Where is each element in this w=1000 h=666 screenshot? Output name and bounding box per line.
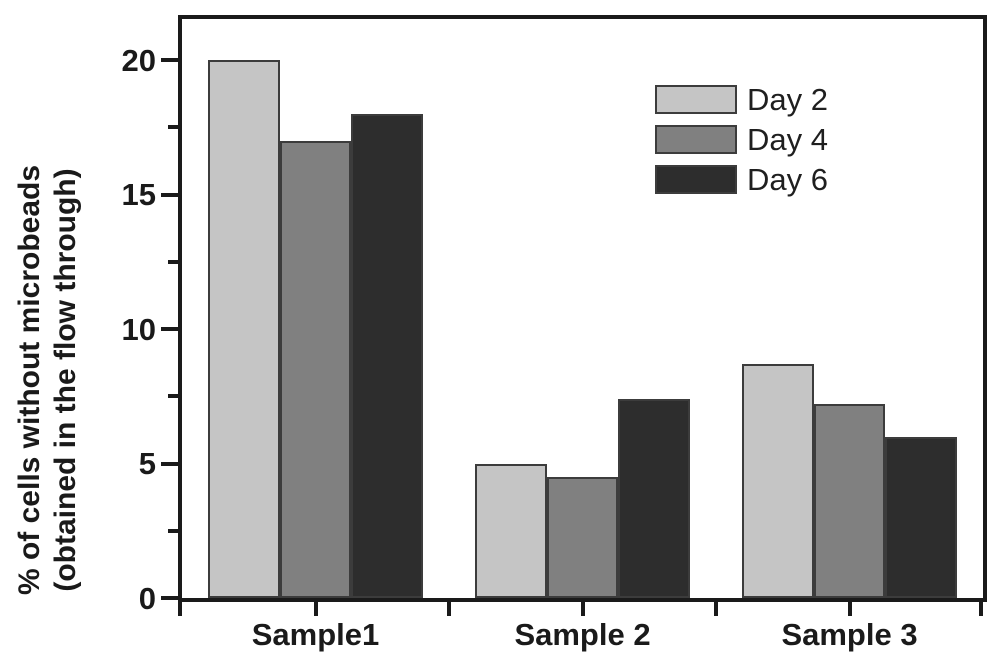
y-axis-title-line2: (obtained in the flow through): [49, 168, 82, 592]
y-axis-minor-tick: [168, 394, 178, 399]
bar-sample1-day-2: [208, 60, 280, 598]
legend-label-day-2: Day 2: [747, 82, 828, 117]
x-axis-tick: [979, 602, 983, 616]
y-axis-major-tick: [161, 461, 178, 466]
bar-sample-2-day-6: [618, 398, 690, 598]
y-axis-minor-tick: [168, 528, 178, 533]
x-axis-category-label: Sample 3: [781, 617, 918, 652]
x-axis-tick: [847, 602, 852, 616]
bar-sample-3-day-2: [742, 363, 814, 598]
x-axis-tick: [313, 602, 318, 616]
x-axis-category-label: Sample1: [251, 617, 380, 652]
y-axis-tick-label: 0: [138, 580, 156, 616]
x-axis-tick: [447, 602, 451, 616]
y-axis-title: % of cells without microbeads (obtained …: [12, 160, 84, 600]
bar-sample-3-day-4: [813, 404, 886, 598]
bar-sample-2-day-2: [475, 463, 547, 598]
x-axis-category-label: Sample 2: [514, 617, 651, 652]
y-axis-tick-label: 15: [121, 177, 156, 212]
x-axis-tick: [714, 602, 718, 616]
y-axis-tick-label: 20: [121, 42, 156, 78]
y-axis-minor-tick: [168, 125, 178, 130]
x-axis-tick: [580, 602, 585, 616]
x-axis-tick: [178, 602, 182, 616]
bar-sample1-day-6: [351, 113, 423, 598]
bar-sample-3-day-6: [885, 436, 957, 598]
y-axis-major-tick: [161, 58, 178, 62]
legend-swatch-day-4: [655, 125, 737, 154]
bar-sample1-day-4: [279, 140, 352, 598]
y-axis-major-tick: [161, 192, 178, 197]
y-axis-major-tick: [161, 596, 178, 600]
y-axis-major-tick: [161, 327, 178, 331]
y-axis-tick-label: 10: [121, 311, 156, 347]
y-axis-minor-tick: [168, 259, 178, 264]
bar-sample-2-day-4: [546, 476, 619, 598]
legend-swatch-day-6: [655, 165, 737, 194]
y-axis-title-line1: % of cells without microbeads: [13, 164, 46, 596]
legend-label-day-4: Day 4: [747, 122, 828, 157]
y-axis-tick-label: 5: [138, 446, 156, 481]
legend-swatch-day-2: [655, 85, 737, 114]
legend-label-day-6: Day 6: [747, 162, 828, 197]
